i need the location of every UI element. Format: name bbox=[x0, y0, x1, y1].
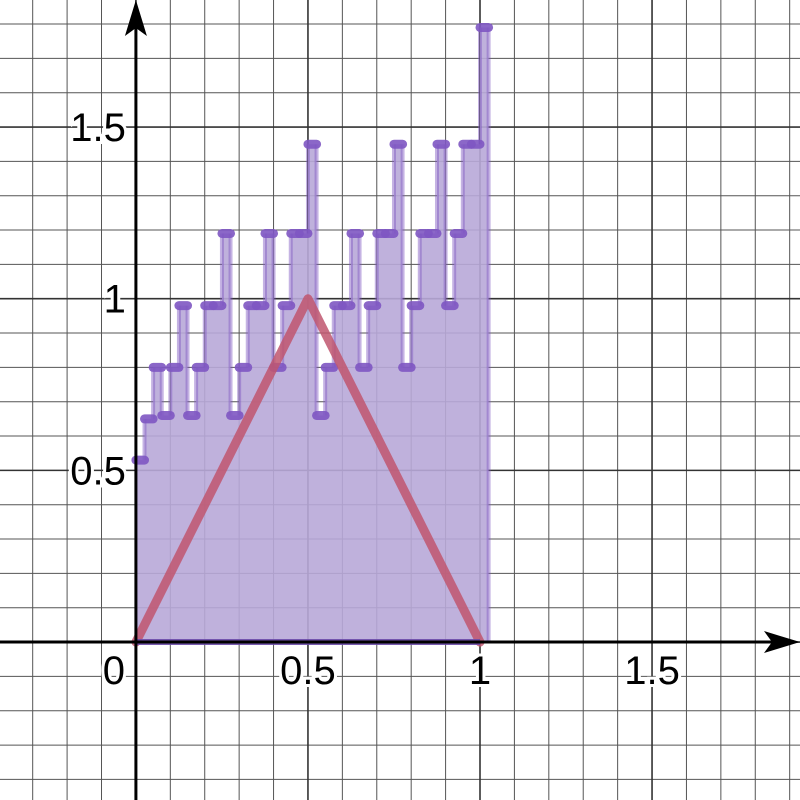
x-tick-label: 1 bbox=[469, 649, 491, 693]
tick-labels: 0 0.5 1 1.5 0.5 1 1.5 bbox=[67, 103, 683, 696]
x-tick-label: 1.5 bbox=[624, 649, 680, 693]
x-axis-arrow bbox=[764, 631, 800, 654]
y-tick-label: 1 bbox=[104, 278, 126, 322]
x-tick-label: 0.5 bbox=[280, 649, 336, 693]
y-axis-arrow bbox=[124, 0, 147, 36]
y-tick-label: 0.5 bbox=[70, 449, 126, 493]
triangle-line bbox=[131, 294, 485, 647]
x-tick-label: 0 bbox=[103, 649, 125, 693]
y-tick-label: 1.5 bbox=[70, 106, 126, 150]
